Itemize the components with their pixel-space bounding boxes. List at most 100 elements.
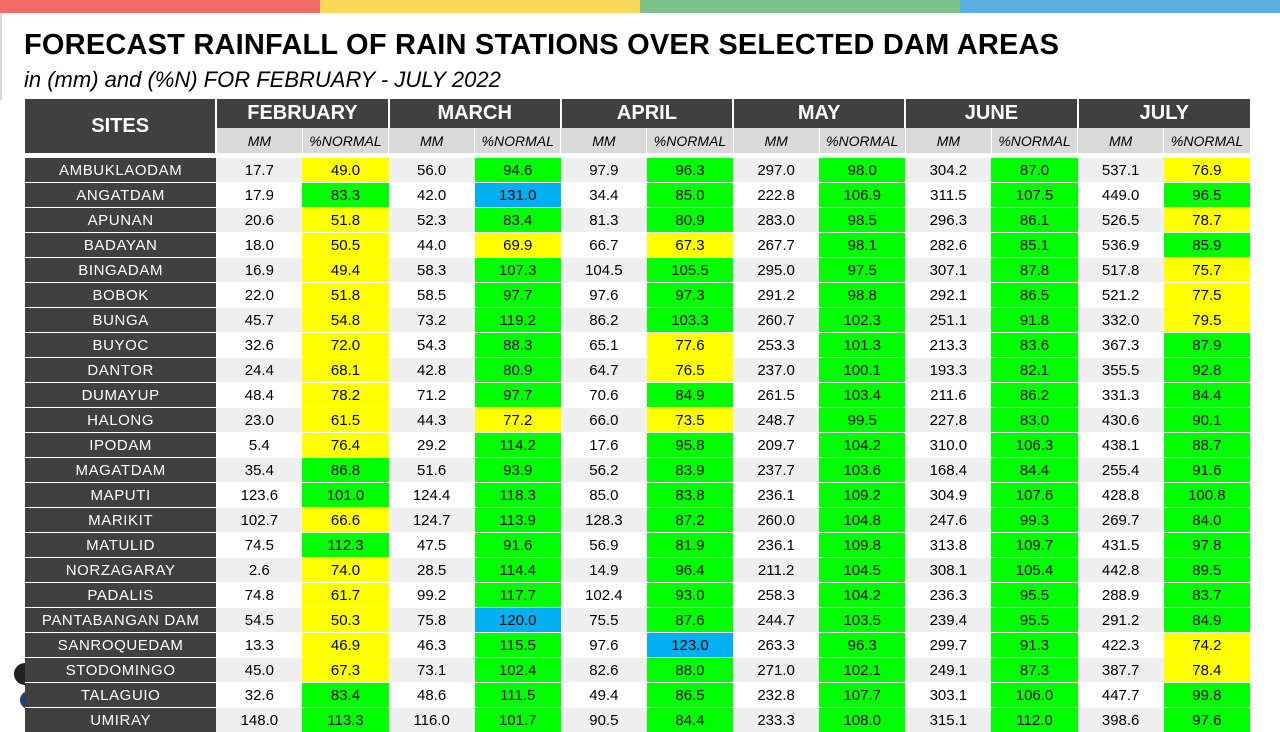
pct-normal-subheader: %NORMAL bbox=[647, 128, 733, 153]
pct-normal-value: 67.3 bbox=[647, 233, 733, 258]
pct-normal-value: 85.0 bbox=[647, 183, 733, 208]
mm-value: 428.8 bbox=[1078, 483, 1164, 508]
mm-value: 97.6 bbox=[561, 283, 647, 308]
pct-normal-value: 107.5 bbox=[991, 183, 1077, 208]
pct-normal-value: 131.0 bbox=[475, 183, 561, 208]
site-name: MAGATDAM bbox=[25, 458, 216, 483]
month-header: MARCH bbox=[389, 99, 561, 128]
mm-value: 255.4 bbox=[1078, 458, 1164, 483]
pct-normal-value: 103.6 bbox=[819, 458, 905, 483]
pct-normal-value: 83.4 bbox=[302, 683, 388, 708]
mm-value: 297.0 bbox=[733, 158, 819, 183]
pct-normal-value: 69.9 bbox=[475, 233, 561, 258]
site-name: PADALIS bbox=[25, 583, 216, 608]
mm-value: 271.0 bbox=[733, 658, 819, 683]
mm-value: 249.1 bbox=[905, 658, 991, 683]
mm-value: 263.3 bbox=[733, 633, 819, 658]
mm-value: 58.3 bbox=[389, 258, 475, 283]
pct-normal-value: 86.5 bbox=[991, 283, 1077, 308]
mm-value: 442.8 bbox=[1078, 558, 1164, 583]
mm-value: 304.9 bbox=[905, 483, 991, 508]
pct-normal-value: 97.8 bbox=[1164, 533, 1250, 558]
mm-value: 14.9 bbox=[561, 558, 647, 583]
mm-value: 85.0 bbox=[561, 483, 647, 508]
mm-value: 124.4 bbox=[389, 483, 475, 508]
mm-value: 288.9 bbox=[1078, 583, 1164, 608]
mm-value: 251.1 bbox=[905, 308, 991, 333]
site-name: PANTABANGAN DAM bbox=[25, 608, 216, 633]
mm-value: 2.6 bbox=[216, 558, 302, 583]
mm-value: 308.1 bbox=[905, 558, 991, 583]
mm-value: 71.2 bbox=[389, 383, 475, 408]
pct-normal-value: 93.9 bbox=[475, 458, 561, 483]
mm-value: 45.0 bbox=[216, 658, 302, 683]
mm-value: 237.0 bbox=[733, 358, 819, 383]
pct-normal-value: 87.3 bbox=[991, 658, 1077, 683]
mm-value: 46.3 bbox=[389, 633, 475, 658]
mm-value: 244.7 bbox=[733, 608, 819, 633]
site-name: TALAGUIO bbox=[25, 683, 216, 708]
pct-normal-value: 98.0 bbox=[819, 158, 905, 183]
pct-normal-value: 98.5 bbox=[819, 208, 905, 233]
page-title: FORECAST RAINFALL OF RAIN STATIONS OVER … bbox=[24, 29, 1059, 62]
pct-normal-value: 83.7 bbox=[1164, 583, 1250, 608]
site-name: DUMAYUP bbox=[25, 383, 216, 408]
pct-normal-value: 107.3 bbox=[475, 258, 561, 283]
pct-normal-value: 67.3 bbox=[302, 658, 388, 683]
pct-normal-value: 100.1 bbox=[819, 358, 905, 383]
pct-normal-subheader: %NORMAL bbox=[819, 128, 905, 153]
pct-normal-value: 87.9 bbox=[1164, 333, 1250, 358]
pct-normal-subheader: %NORMAL bbox=[1164, 128, 1250, 153]
pct-normal-value: 104.2 bbox=[819, 583, 905, 608]
mm-value: 86.2 bbox=[561, 308, 647, 333]
pct-normal-value: 83.6 bbox=[991, 333, 1077, 358]
pct-normal-value: 84.4 bbox=[1164, 383, 1250, 408]
pct-normal-value: 51.8 bbox=[302, 208, 388, 233]
mm-value: 104.5 bbox=[561, 258, 647, 283]
pct-normal-value: 104.5 bbox=[819, 558, 905, 583]
pct-normal-value: 81.9 bbox=[647, 533, 733, 558]
mm-value: 22.0 bbox=[216, 283, 302, 308]
pct-normal-value: 50.3 bbox=[302, 608, 388, 633]
mm-value: 267.7 bbox=[733, 233, 819, 258]
mm-value: 209.7 bbox=[733, 433, 819, 458]
pct-normal-value: 86.2 bbox=[991, 383, 1077, 408]
mm-value: 102.4 bbox=[561, 583, 647, 608]
pct-normal-value: 103.5 bbox=[819, 608, 905, 633]
mm-value: 97.6 bbox=[561, 633, 647, 658]
top-color-bar bbox=[0, 0, 1280, 13]
month-header: FEBRUARY bbox=[216, 99, 388, 128]
mm-value: 236.3 bbox=[905, 583, 991, 608]
mm-value: 73.1 bbox=[389, 658, 475, 683]
mm-value: 222.8 bbox=[733, 183, 819, 208]
pct-normal-value: 66.6 bbox=[302, 508, 388, 533]
pct-normal-value: 86.8 bbox=[302, 458, 388, 483]
mm-value: 34.4 bbox=[561, 183, 647, 208]
mm-value: 261.5 bbox=[733, 383, 819, 408]
pct-normal-value: 82.1 bbox=[991, 358, 1077, 383]
pct-normal-value: 95.5 bbox=[991, 583, 1077, 608]
pct-normal-value: 99.5 bbox=[819, 408, 905, 433]
mm-value: 56.2 bbox=[561, 458, 647, 483]
mm-value: 291.2 bbox=[1078, 608, 1164, 633]
mm-value: 17.6 bbox=[561, 433, 647, 458]
mm-value: 48.4 bbox=[216, 383, 302, 408]
mm-value: 48.6 bbox=[389, 683, 475, 708]
mm-value: 239.4 bbox=[905, 608, 991, 633]
pct-normal-value: 84.9 bbox=[647, 383, 733, 408]
pct-normal-value: 101.0 bbox=[302, 483, 388, 508]
mm-value: 75.8 bbox=[389, 608, 475, 633]
mm-value: 45.7 bbox=[216, 308, 302, 333]
mm-value: 438.1 bbox=[1078, 433, 1164, 458]
mm-value: 517.8 bbox=[1078, 258, 1164, 283]
mm-value: 17.7 bbox=[216, 158, 302, 183]
pct-normal-value: 96.3 bbox=[819, 633, 905, 658]
